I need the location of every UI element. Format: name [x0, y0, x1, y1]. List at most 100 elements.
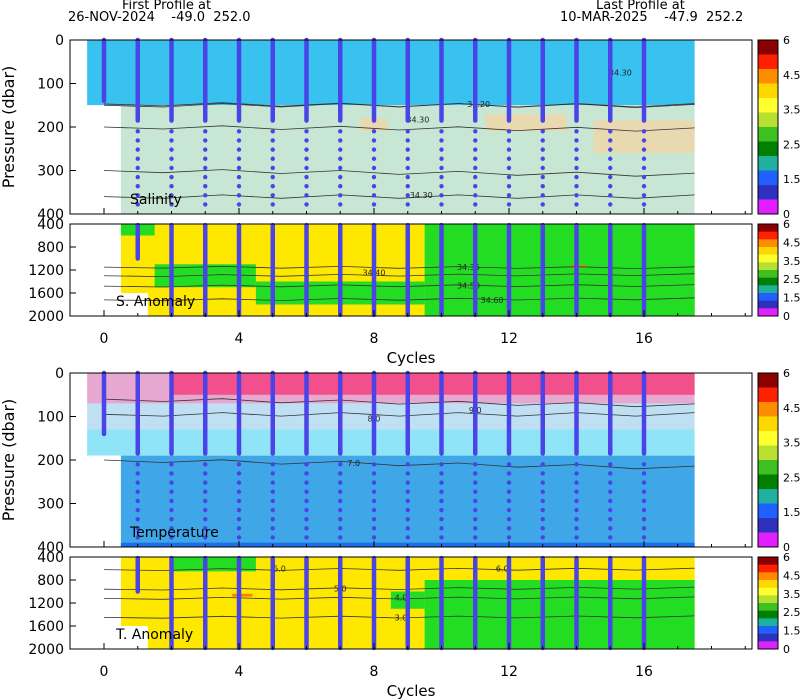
contour-label: 34.30 — [406, 116, 429, 125]
y-tick-label: 400 — [37, 540, 64, 556]
contour-label: 7.0 — [347, 459, 360, 468]
profile-dot — [135, 174, 140, 180]
colorbar-tick-label: 6 — [783, 218, 790, 231]
profile-dot — [304, 147, 309, 152]
colorbar-swatch — [758, 587, 778, 596]
profile-dot — [236, 165, 242, 171]
first-profile-line: 26-NOV-2024 -49.0 252.0 — [68, 10, 251, 25]
profile-dot — [169, 535, 174, 540]
y-tick-label: 1200 — [28, 596, 64, 612]
last-profile-label: Last Profile at — [596, 0, 685, 13]
colorbar-swatch — [758, 247, 778, 256]
profile-dot — [338, 498, 343, 504]
colorbar-tick-label: 2.5 — [783, 273, 800, 286]
profile-dot — [439, 202, 444, 207]
profile-dot — [371, 471, 377, 476]
profile-dot — [203, 526, 208, 531]
profile-dot — [338, 174, 343, 180]
y-axis-label: Pressure (dbar) — [0, 399, 18, 522]
profile-dot — [338, 202, 343, 207]
colorbar-tick-label: 2.5 — [783, 606, 800, 619]
profile-dot — [236, 183, 242, 189]
anomaly-green-field — [424, 580, 695, 649]
y-tick-label: 400 — [37, 550, 64, 566]
profile-dot — [371, 498, 377, 504]
anomaly-no-data — [87, 224, 121, 316]
profile-dot — [608, 202, 613, 207]
colorbar-frame — [757, 39, 779, 215]
colorbar-swatch — [758, 54, 778, 70]
profile-dot — [236, 462, 242, 467]
profile-dot — [574, 138, 579, 143]
contour-label: 6.0 — [273, 565, 286, 574]
contour-line — [103, 194, 695, 199]
colorbar-tick-label: 1.5 — [783, 292, 800, 305]
contour-label: 34.60 — [481, 296, 504, 305]
profile-dot — [371, 129, 377, 134]
profile-dot — [405, 498, 410, 504]
profile-dot — [270, 471, 275, 476]
profile-dot — [574, 174, 579, 180]
x-tick-label: 16 — [635, 331, 653, 347]
colorbar-swatch — [758, 69, 778, 84]
profile-dot — [506, 507, 512, 513]
profile-dot — [574, 183, 579, 189]
profile-dot — [506, 129, 512, 134]
anomaly-no-data — [120, 626, 148, 649]
colorbar-swatch — [758, 262, 778, 271]
profile-dot — [304, 471, 309, 476]
profile-dot — [135, 489, 140, 494]
colorbar-swatch — [758, 270, 778, 279]
profile-dot — [405, 165, 410, 171]
profile-dot — [641, 147, 647, 152]
colorbar-swatch — [758, 231, 778, 240]
profile-dot — [540, 138, 545, 143]
profile-dot — [506, 462, 512, 467]
profile-dot — [574, 489, 579, 494]
colorbar-swatch — [758, 557, 778, 566]
profile-dot — [473, 156, 478, 161]
y-tick-label: 100 — [37, 77, 64, 93]
temperature-surface-layer — [171, 373, 695, 395]
x-tick-label: 12 — [500, 664, 518, 680]
profile-dot — [135, 202, 140, 207]
profile-dot — [270, 498, 275, 504]
profile-dot — [270, 202, 275, 207]
contour-line — [103, 169, 695, 177]
y-tick-label: 200 — [37, 453, 64, 469]
profile-dot — [371, 156, 377, 161]
contour-label: 34.35 — [457, 263, 480, 272]
profile-dot — [608, 183, 613, 189]
colorbar-swatch — [758, 170, 778, 186]
profile-dot — [203, 489, 208, 494]
profile-dot — [540, 129, 545, 134]
temperature-upper-layer — [87, 403, 695, 430]
profile-dot — [506, 471, 512, 476]
profile-dot — [608, 165, 613, 171]
contour-line — [103, 615, 695, 619]
profile-dot — [338, 193, 343, 198]
profile-dot — [439, 462, 444, 467]
colorbar-tick-label: 0 — [783, 208, 790, 221]
profile-dot — [439, 156, 444, 161]
profile-dot — [506, 498, 512, 504]
y-tick-label: 2000 — [28, 309, 64, 325]
profile-dot — [169, 498, 174, 504]
profile-dot — [304, 462, 309, 467]
colorbar-swatch — [758, 633, 778, 642]
profile-dot — [439, 498, 444, 504]
profile-dot — [608, 526, 613, 531]
profile-dot — [169, 480, 174, 485]
profile-dot — [540, 489, 545, 494]
contour-line — [103, 596, 695, 600]
profile-dot — [439, 193, 444, 198]
profile-dot — [540, 174, 545, 180]
colorbar-swatch — [758, 308, 778, 317]
profile-dot — [473, 471, 478, 476]
profile-dot — [338, 535, 343, 540]
profile-dot — [641, 129, 647, 134]
profile-dot — [405, 156, 410, 161]
profile-dot — [506, 480, 512, 485]
profile-dot — [641, 507, 647, 513]
